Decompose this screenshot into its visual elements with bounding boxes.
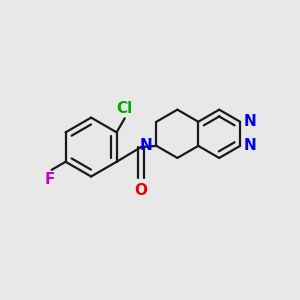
Text: N: N [139, 138, 152, 153]
Text: Cl: Cl [117, 101, 133, 116]
Text: N: N [244, 138, 256, 153]
Text: O: O [135, 183, 148, 198]
Text: F: F [45, 172, 55, 187]
Text: N: N [244, 114, 256, 129]
